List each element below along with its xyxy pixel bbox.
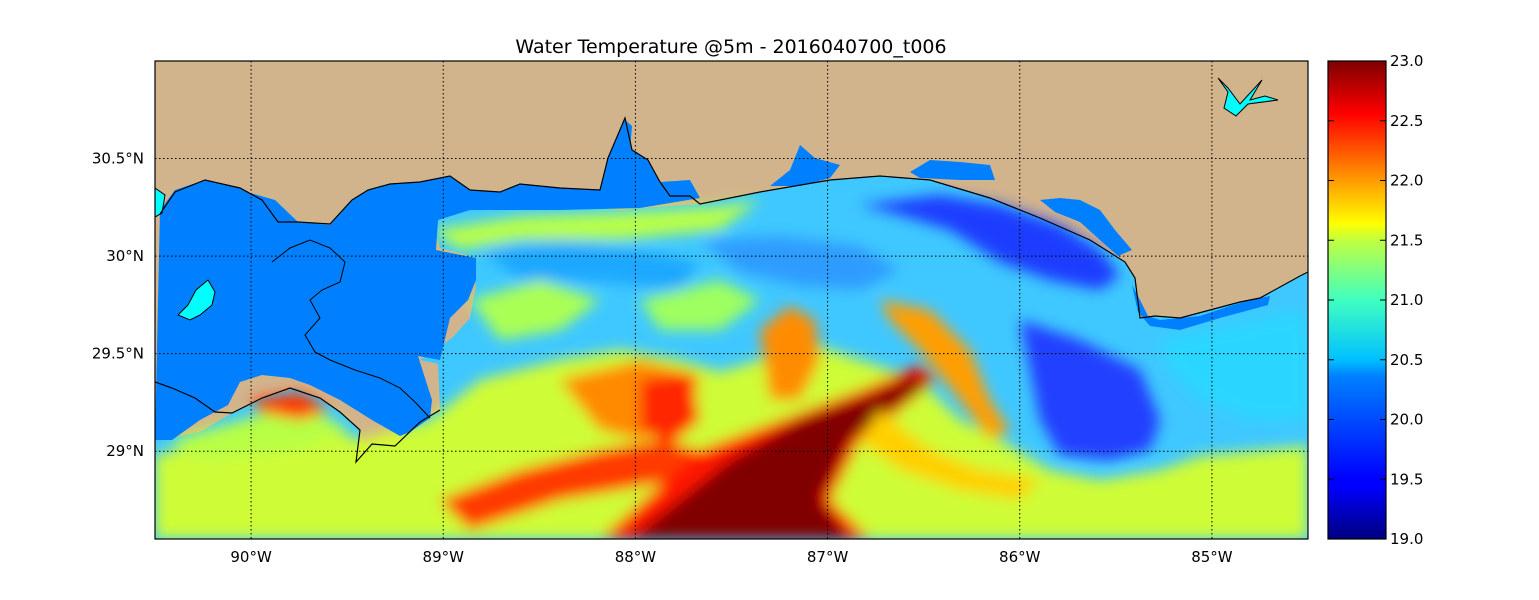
masked-shelf-water: [155, 118, 700, 440]
colorbar-tick-label: 23.0: [1390, 52, 1423, 70]
colorbar: [1327, 60, 1387, 540]
coastline: [159, 116, 1308, 319]
lon-tick-label: 88°W: [615, 548, 657, 566]
colorbar-tick-label: 22.5: [1390, 112, 1423, 130]
coastline-marsh: [271, 239, 431, 419]
colorbar-tick-label: 19.0: [1390, 530, 1423, 548]
lon-tick-label: 90°W: [230, 548, 272, 566]
masked-bay-pensacola: [770, 145, 840, 186]
coastline-delta: [155, 381, 441, 464]
lat-tick-label: 30°N: [106, 247, 144, 265]
colorbar-tick-label: 21.0: [1390, 291, 1423, 309]
map-panel: [155, 61, 1308, 539]
masked-bay-choctaw: [910, 160, 995, 180]
masked-bay-mobile: [610, 120, 668, 206]
lon-tick-label: 89°W: [423, 548, 465, 566]
lon-tick-label: 86°W: [999, 548, 1041, 566]
masked-bay-apalachicola: [1132, 285, 1270, 330]
lat-tick-label: 29°N: [106, 442, 144, 460]
lake-inland-fl: [1217, 77, 1279, 117]
colorbar-tick-label: 20.0: [1390, 411, 1423, 429]
map-title: Water Temperature @5m - 2016040700_t006: [515, 36, 946, 58]
graticule: [155, 61, 1308, 539]
lat-tick-label: 29.5°N: [92, 345, 144, 363]
lat-tick-label: 30.5°N: [92, 150, 144, 168]
colorbar-tick-label: 19.5: [1390, 470, 1423, 488]
map-frame: [154, 60, 1309, 540]
masked-bay-st-andrew: [1040, 198, 1132, 256]
lon-tick-label: 85°W: [1191, 548, 1233, 566]
colorbar-tick-label: 21.5: [1390, 231, 1423, 249]
longitude-ticks: 90°W 89°W 88°W 87°W 86°W 85°W: [230, 548, 1232, 566]
colorbar-tick-label: 22.0: [1390, 172, 1423, 190]
latitude-ticks: 30.5°N 30°N 29.5°N 29°N: [92, 150, 144, 461]
lake-salvador: [177, 279, 216, 321]
colorbar-tick-label: 20.5: [1390, 351, 1423, 369]
colorbar-ticks: 23.0 22.5 22.0 21.5 21.0 20.5 20.0 19.5 19.0: [1328, 52, 1423, 548]
masked-lake-pontchartrain: [160, 180, 278, 244]
lon-tick-label: 87°W: [807, 548, 849, 566]
